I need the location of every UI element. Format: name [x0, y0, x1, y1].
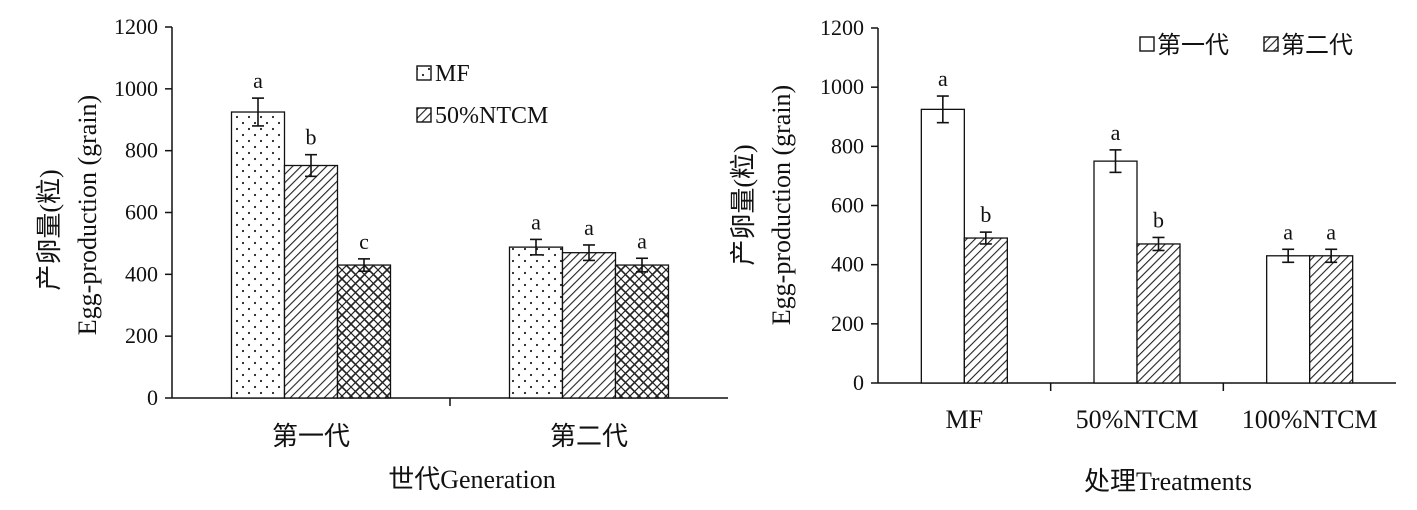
chart2-category-label: 50%NTCM: [1076, 405, 1199, 434]
chart1-ytick-label: 800: [125, 138, 158, 163]
chart2-category-label: 100%NTCM: [1242, 405, 1378, 434]
chart2-plot: 0 200 400 600 800 1000 1200 MF a b 50%NTCM a b 100%NT…: [820, 15, 1396, 434]
chart1-ytick-label: 0: [147, 385, 158, 410]
chart1-ytick-label: 600: [125, 200, 158, 225]
chart2-bar: [1309, 255, 1354, 384]
chart2-ytick-label: 800: [831, 133, 864, 158]
chart2-legend-label: 第二代: [1281, 32, 1353, 59]
chart2-bar: [920, 108, 965, 384]
chart1-bar: [508, 246, 564, 399]
chart2-significance-label: b: [980, 202, 991, 227]
chart1-bar: [561, 252, 617, 399]
chart1-bar: [336, 264, 392, 399]
chart1-significance-label: a: [584, 215, 594, 240]
chart1-bar: [614, 264, 670, 399]
chart2-significance-label: a: [1326, 219, 1336, 244]
chart2-ytick-label: 600: [831, 193, 864, 218]
chart2-ylabel-en: Egg-production (grain): [767, 85, 796, 325]
chart1-legend-label: MF: [435, 61, 470, 87]
chart2-ytick-label: 1200: [820, 15, 864, 40]
chart1-category-label: 第一代: [272, 422, 350, 451]
chart1-significance-label: b: [306, 125, 317, 150]
chart2-significance-label: a: [938, 66, 948, 91]
chart2-bar: [1266, 255, 1311, 384]
chart1-ytick-label: 400: [125, 261, 158, 286]
chart1-ylabel-cn: 产卵量(粒): [35, 169, 64, 290]
chart1-legend-swatch: [416, 65, 432, 81]
chart2-significance-label: a: [1283, 219, 1293, 244]
chart2-ytick-label: 400: [831, 252, 864, 277]
chart1-legend-label: 50%NTCM: [435, 103, 548, 129]
chart1-significance-label: c: [359, 229, 369, 254]
chart2-significance-label: a: [1111, 120, 1121, 145]
chart1-ytick-label: 1200: [114, 14, 158, 39]
chart2-legend-swatch: [1263, 36, 1279, 52]
chart2-ytick-label: 1000: [820, 74, 864, 99]
chart1-significance-label: a: [531, 209, 541, 234]
chart2-bar: [963, 237, 1008, 384]
chart1-legend-swatch: [416, 107, 432, 123]
chart2-ylabel-cn: 产卵量(粒): [729, 144, 758, 265]
chart1-ytick-label: 200: [125, 323, 158, 348]
chart2-significance-label: b: [1153, 207, 1164, 232]
chart1-bar: [230, 111, 286, 399]
chart2-bar: [1136, 243, 1181, 384]
chart1-category-label: 第二代: [550, 422, 628, 451]
chart2-legend-label: 第一代: [1157, 32, 1229, 59]
chart1-plot: 0 200 400 600 800 1000 1200 第一代 a b c 第二代 a a a MF 50%NT…: [114, 14, 728, 451]
chart1-bar: [283, 164, 339, 399]
chart2-xlabel: 处理Treatments: [1084, 467, 1252, 496]
chart1-ytick-label: 1000: [114, 76, 158, 101]
chart2-category-label: MF: [946, 405, 984, 434]
chart1-ylabel-en: Egg-production (grain): [73, 95, 102, 335]
chart2-ytick-label: 0: [853, 370, 864, 395]
chart1-xlabel: 世代Generation: [388, 465, 556, 494]
chart1-significance-label: a: [637, 228, 647, 253]
chart2-bar: [1093, 160, 1138, 384]
chart2-legend-swatch: [1139, 36, 1155, 52]
chart1-significance-label: a: [253, 68, 263, 93]
chart2-ytick-label: 200: [831, 311, 864, 336]
